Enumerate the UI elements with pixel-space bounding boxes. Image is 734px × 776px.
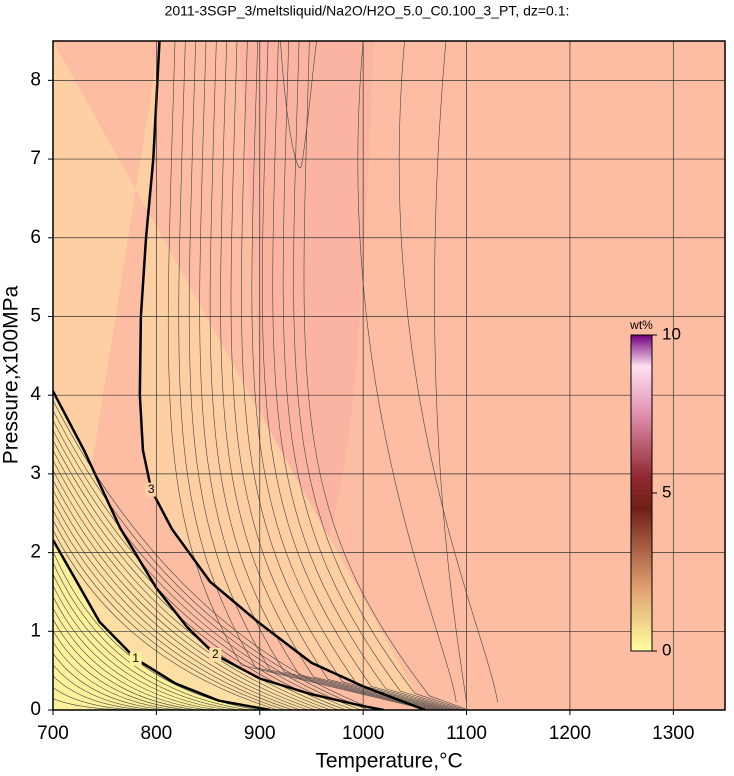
thin-contour bbox=[303, 41, 469, 710]
contour-label: 3 bbox=[148, 482, 155, 496]
thin-contour bbox=[53, 400, 377, 710]
thin-contour bbox=[53, 596, 219, 710]
thin-contour bbox=[53, 630, 188, 710]
thin-contour bbox=[53, 420, 362, 710]
thin-contour bbox=[398, 41, 498, 703]
contour-label-bg bbox=[209, 647, 222, 662]
x-tick-label: 1000 bbox=[342, 723, 384, 744]
thin-contour bbox=[188, 41, 435, 710]
contour-line bbox=[53, 390, 385, 710]
thin-contour bbox=[53, 573, 240, 710]
thin-contour bbox=[178, 41, 432, 710]
y-tick-label: 6 bbox=[30, 227, 41, 248]
contour-label: 2 bbox=[212, 647, 219, 661]
thin-contour bbox=[53, 607, 209, 710]
thin-contour bbox=[293, 41, 466, 710]
thin-contour bbox=[220, 41, 444, 710]
y-tick-label: 5 bbox=[30, 305, 41, 326]
thin-contour bbox=[53, 675, 147, 710]
x-tick-label: 800 bbox=[141, 723, 173, 744]
contour-label-bg bbox=[129, 651, 142, 666]
contour-label-bg bbox=[145, 482, 158, 497]
thin-contour bbox=[262, 41, 457, 710]
contour-fill bbox=[53, 391, 384, 710]
thin-contour bbox=[53, 687, 136, 710]
contour-fill bbox=[53, 539, 271, 710]
x-axis-label: Temperature,°C bbox=[315, 750, 462, 773]
colorbar-tick-label: 10 bbox=[662, 324, 681, 343]
colorbar-label: wt% bbox=[629, 318, 653, 332]
thin-contour bbox=[241, 41, 451, 710]
plot-area: 1 2 3 bbox=[53, 41, 725, 710]
x-tick-label: 1200 bbox=[549, 723, 591, 744]
x-tick-label: 900 bbox=[244, 723, 276, 744]
colorbar bbox=[630, 334, 653, 652]
y-tick-label: 2 bbox=[30, 542, 41, 563]
thin-contour bbox=[230, 41, 447, 710]
thin-contour bbox=[53, 519, 286, 710]
overlay: 700 800 900 1000 1100 1200 1300012345678wt%051… bbox=[30, 40, 726, 744]
thin-contour bbox=[53, 430, 354, 710]
y-tick-label: 3 bbox=[30, 463, 41, 484]
thin-contour bbox=[53, 480, 316, 710]
thin-contour bbox=[434, 41, 467, 703]
thin-contour bbox=[282, 41, 463, 710]
contour-fill bbox=[53, 41, 426, 710]
y-tick-label: 4 bbox=[30, 384, 41, 405]
y-tick-label: 7 bbox=[30, 148, 41, 169]
plot-frame bbox=[52, 40, 726, 711]
thin-contour bbox=[53, 641, 178, 710]
thin-contour bbox=[53, 460, 331, 710]
colorbar-tick-label: 5 bbox=[662, 482, 671, 501]
thin-contour bbox=[209, 41, 441, 710]
y-tick-label: 0 bbox=[30, 699, 41, 720]
thin-contour bbox=[280, 41, 317, 168]
x-tick-label: 1300 bbox=[652, 723, 694, 744]
thin-contour bbox=[53, 585, 229, 710]
contour-label: 1 bbox=[132, 651, 139, 665]
thin-contour bbox=[167, 41, 429, 710]
thin-contour bbox=[53, 499, 301, 710]
thin-contour bbox=[53, 490, 309, 710]
thin-contour bbox=[53, 509, 293, 710]
thin-contour bbox=[53, 619, 198, 710]
thin-contour bbox=[53, 664, 157, 710]
y-tick-label: 1 bbox=[30, 620, 41, 641]
thin-contour bbox=[53, 410, 369, 710]
x-tick-label: 700 bbox=[37, 723, 69, 744]
thin-contour bbox=[53, 529, 278, 710]
y-tick-label: 8 bbox=[30, 69, 41, 90]
y-axis-label: Pressure,x100MPa bbox=[0, 285, 23, 464]
chart-title: 2011-3SGP_3/meltsliquid/Na2O/H2O_5.0_C0.… bbox=[165, 3, 570, 19]
thin-contour bbox=[272, 41, 460, 710]
x-tick-label: 1100 bbox=[446, 723, 487, 744]
thin-contour bbox=[53, 470, 324, 710]
colorbar-tick-label: 0 bbox=[662, 640, 671, 659]
thin-contour bbox=[357, 41, 457, 703]
thin-contour bbox=[53, 653, 167, 710]
